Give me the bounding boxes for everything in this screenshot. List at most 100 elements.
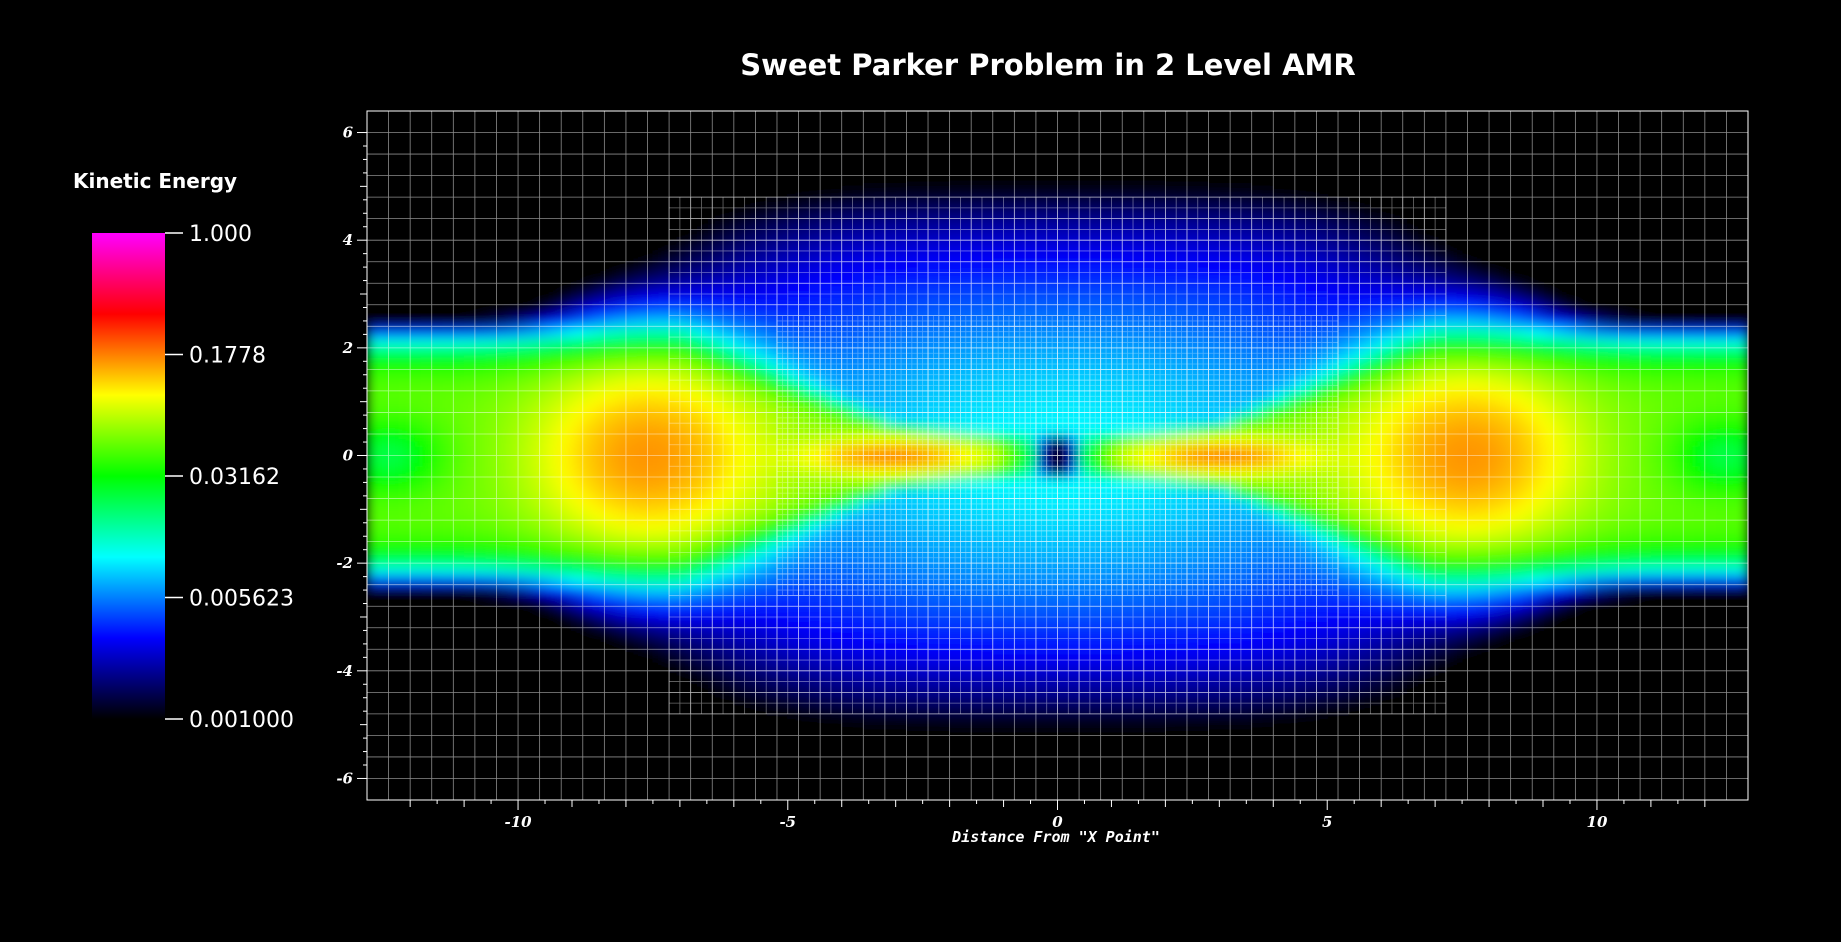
field-cell [981, 487, 994, 500]
field-cell [1197, 606, 1210, 618]
field-cell [1111, 294, 1124, 306]
field-cell [733, 294, 746, 306]
field-cell [507, 649, 519, 661]
field-cell [917, 638, 929, 651]
field-cell [1165, 692, 1178, 705]
field-cell [1197, 530, 1210, 543]
field-cell [615, 563, 627, 575]
field-cell [1100, 326, 1113, 338]
field-cell [367, 724, 379, 737]
field-cell [367, 261, 379, 274]
field-cell [593, 347, 606, 360]
field-cell [917, 207, 929, 220]
field-cell [1057, 509, 1070, 522]
field-cell [507, 240, 519, 252]
field-cell [496, 466, 509, 478]
field-cell [766, 358, 778, 371]
field-cell [755, 778, 768, 791]
field-cell [960, 520, 973, 532]
field-cell [410, 530, 422, 543]
field-cell [733, 261, 746, 274]
field-cell [1057, 250, 1070, 263]
field-cell [1111, 466, 1124, 478]
field-cell [992, 520, 1005, 532]
field-cell [917, 175, 929, 188]
field-cell [388, 509, 401, 522]
field-cell [733, 207, 746, 220]
field-cell [518, 541, 530, 554]
field-cell [981, 121, 994, 134]
field-cell [906, 154, 919, 166]
field-cell [593, 735, 606, 748]
field-cell [420, 767, 433, 780]
field-cell [1003, 638, 1016, 651]
field-cell [1089, 337, 1102, 349]
field-cell [809, 487, 822, 500]
field-cell [917, 681, 929, 694]
field-cell [1165, 724, 1178, 737]
field-cell [874, 390, 886, 403]
field-cell [841, 778, 854, 791]
field-cell [1014, 197, 1027, 209]
field-cell [690, 735, 703, 748]
field-cell [820, 358, 832, 371]
field-cell [895, 789, 908, 800]
field-cell [895, 692, 908, 705]
field-cell [550, 616, 563, 629]
field-cell [820, 272, 832, 285]
field-cell [809, 412, 822, 425]
field-cell [625, 778, 638, 791]
field-cell [960, 218, 973, 231]
field-cell [1089, 713, 1102, 726]
field-cell [485, 111, 498, 123]
field-cell [917, 111, 929, 123]
field-cell [712, 229, 724, 242]
field-cell [1133, 509, 1145, 522]
field-cell [1122, 649, 1134, 661]
field-cell [647, 789, 660, 800]
field-cell [464, 530, 476, 543]
field-cell [744, 304, 757, 317]
field-cell [669, 337, 681, 349]
field-cell [776, 746, 789, 758]
field-cell [550, 315, 563, 328]
field-cell [399, 111, 412, 123]
field-cell [787, 466, 800, 478]
field-cell [755, 638, 768, 651]
field-cell [518, 735, 530, 748]
field-cell [733, 703, 746, 715]
field-cell [1186, 756, 1199, 769]
field-cell [679, 294, 692, 306]
field-cell [636, 186, 649, 199]
field-cell [960, 466, 973, 478]
field-cell [949, 390, 962, 403]
field-cell [906, 616, 919, 629]
field-cell [787, 347, 800, 360]
field-cell [604, 272, 617, 285]
field-cell [474, 121, 487, 134]
field-cell [539, 218, 552, 231]
field-cell [1003, 218, 1016, 231]
field-cell [636, 616, 649, 629]
field-cell [377, 649, 390, 661]
field-cell [1176, 444, 1188, 457]
field-cell [1133, 767, 1145, 780]
field-cell [690, 272, 703, 285]
field-cell [636, 369, 649, 382]
field-cell [518, 713, 530, 726]
field-cell [453, 789, 465, 800]
field-cell [712, 207, 724, 220]
field-cell [1186, 649, 1199, 661]
field-cell [679, 197, 692, 209]
field-cell [1014, 670, 1027, 683]
field-cell [647, 390, 660, 403]
field-cell [917, 703, 929, 715]
field-cell [507, 175, 519, 188]
field-cell [863, 530, 875, 543]
field-cell [377, 778, 390, 791]
field-cell [755, 337, 768, 349]
field-cell [399, 746, 412, 758]
field-cell [863, 756, 875, 769]
field-cell [744, 175, 757, 188]
field-cell [1089, 735, 1102, 748]
